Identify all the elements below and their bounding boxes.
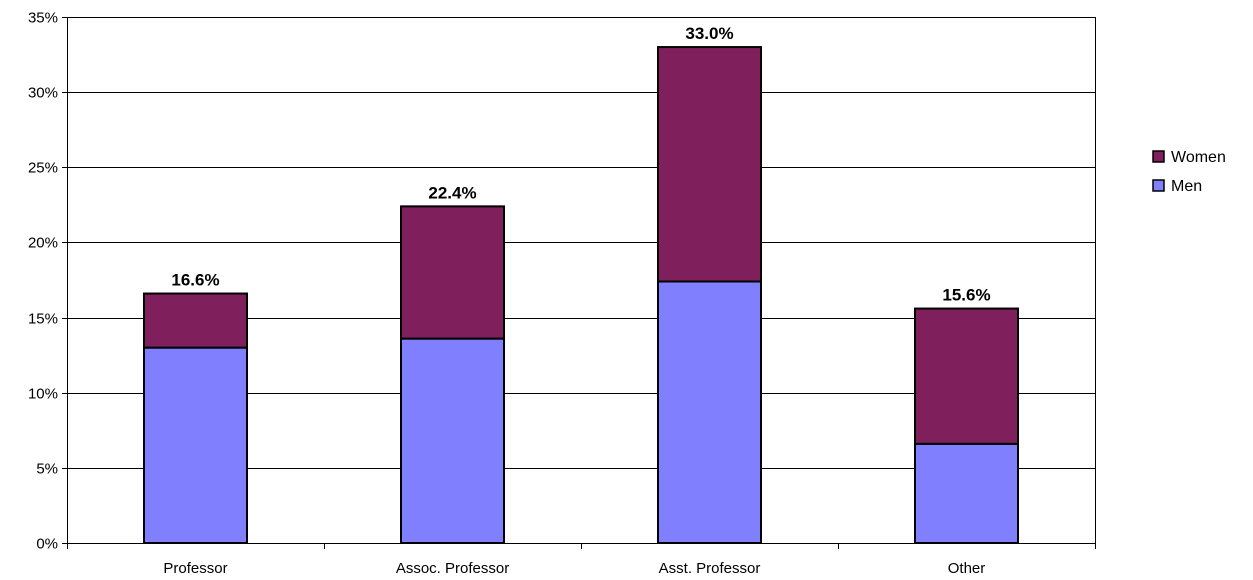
- bar-segment-women: [400, 205, 505, 340]
- bar-segment-men: [400, 337, 505, 544]
- y-tick-label: 15%: [28, 311, 58, 328]
- legend-label-men: Men: [1171, 178, 1202, 195]
- bar-segment-men: [657, 280, 762, 544]
- bar-segment-women: [143, 292, 248, 349]
- x-category-label: Professor: [163, 560, 227, 577]
- bars: [143, 46, 1019, 544]
- labels: 0% 5% 10% 15% 20% 25% 30% 35% 16.6% Professor 22.4…: [28, 10, 991, 578]
- y-tick-label: 0%: [36, 536, 58, 553]
- bar-segment-women: [657, 46, 762, 283]
- bar-total-label: 16.6%: [171, 271, 219, 290]
- legend-label-women: Women: [1171, 149, 1226, 166]
- y-tick-label: 20%: [28, 235, 58, 252]
- y-tick-label: 5%: [36, 461, 58, 478]
- y-tick-label: 10%: [28, 386, 58, 403]
- bar-total-label: 33.0%: [685, 24, 733, 43]
- bar-total-label: 15.6%: [942, 286, 990, 305]
- x-category-label: Other: [948, 560, 986, 577]
- bar-segment-women: [914, 307, 1019, 445]
- legend-swatch-men: [1152, 179, 1165, 192]
- bar-segment-men: [914, 442, 1019, 544]
- legend-swatch-women: [1152, 150, 1165, 163]
- x-category-label: Asst. Professor: [659, 560, 761, 577]
- y-tick-label: 35%: [28, 10, 58, 27]
- x-category-label: Assoc. Professor: [396, 560, 509, 577]
- y-tick-label: 30%: [28, 85, 58, 102]
- bar-total-label: 22.4%: [428, 183, 476, 202]
- bar-segment-men: [143, 346, 248, 544]
- y-tick-label: 25%: [28, 160, 58, 177]
- axes: [62, 17, 1096, 549]
- legend: Women Men: [1152, 149, 1226, 195]
